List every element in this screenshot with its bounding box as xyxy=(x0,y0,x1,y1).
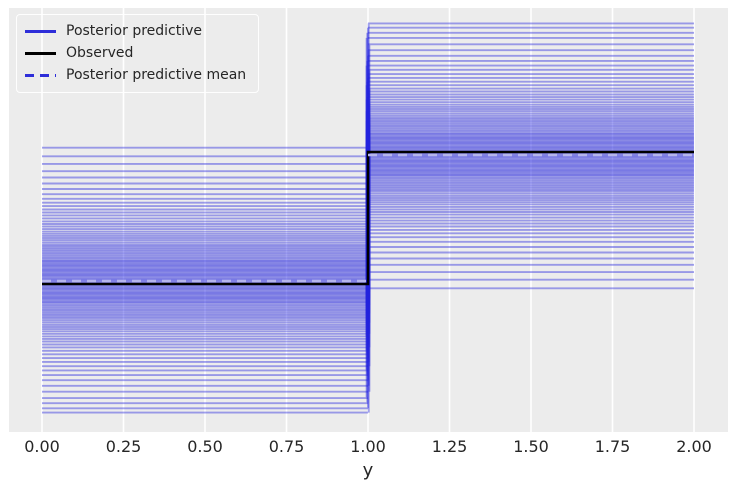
x-tick-label: 1.75 xyxy=(594,437,631,456)
legend-item-observed: Observed xyxy=(25,46,246,61)
x-tick-label: 0.50 xyxy=(187,437,223,456)
posterior-draw-line xyxy=(42,201,694,235)
posterior-draw-line xyxy=(42,136,694,300)
posterior-predictive-line-sample xyxy=(25,30,56,33)
posterior-draw-line xyxy=(42,182,694,254)
posterior-draw-line xyxy=(42,148,694,288)
x-tick-label: 0.25 xyxy=(105,437,142,456)
posterior-draw-line xyxy=(42,182,694,254)
legend-label-posterior-predictive-mean: Posterior predictive mean xyxy=(66,67,247,83)
legend: Posterior predictive Observed Posterior … xyxy=(16,14,260,93)
observed-line xyxy=(42,150,694,286)
posterior-draw-line xyxy=(42,87,694,349)
posterior-draw-line xyxy=(42,112,694,324)
posterior-draw-line xyxy=(42,68,694,368)
legend-label-observed: Observed xyxy=(66,45,134,61)
posterior-draw-line xyxy=(42,183,694,253)
posterior-draw-line xyxy=(42,216,694,220)
posterior-draw-line xyxy=(42,43,694,393)
x-tick-label: 1.50 xyxy=(513,437,549,456)
x-tick-label: 0.75 xyxy=(268,437,305,456)
posterior-draw-line xyxy=(42,156,694,280)
posterior-draw-line xyxy=(42,161,694,275)
gridlines xyxy=(41,8,695,432)
x-tick-label: 0.00 xyxy=(24,437,60,456)
x-tick-label: 2.00 xyxy=(676,437,712,456)
posterior-draw-line xyxy=(42,192,694,244)
posterior-draw-line xyxy=(42,98,694,338)
posterior-draw-line xyxy=(42,64,694,372)
posterior-draw-line xyxy=(42,135,694,301)
posterior-draw-line xyxy=(42,205,694,231)
posterior-draw-line xyxy=(42,213,694,223)
x-tick-label: 1.00 xyxy=(350,437,386,456)
posterior-draw-line xyxy=(42,168,694,268)
x-tick-label: 1.25 xyxy=(431,437,468,456)
legend-item-posterior-predictive: Posterior predictive xyxy=(25,24,246,39)
posterior-draw-line xyxy=(42,167,694,269)
posterior-draw-line xyxy=(42,176,694,260)
posterior-draw-line xyxy=(42,142,694,294)
posterior-predictive-mean-line-sample xyxy=(25,74,56,77)
posterior-draw-line xyxy=(42,190,694,246)
posterior-draw-line xyxy=(42,162,694,274)
posterior-predictive-mean-line xyxy=(42,153,694,283)
posterior-draw-line xyxy=(42,36,694,400)
legend-label-posterior-predictive: Posterior predictive xyxy=(66,23,203,39)
posterior-draw-line xyxy=(42,101,694,335)
legend-item-posterior-predictive-mean: Posterior predictive mean xyxy=(25,68,246,83)
posterior-draw-line xyxy=(42,201,694,235)
posterior-draw-line xyxy=(42,128,694,308)
posterior-draw-line xyxy=(42,203,694,233)
posterior-draw-line xyxy=(42,143,694,293)
posterior-draw-line xyxy=(42,84,694,352)
posterior-draw-line xyxy=(42,110,694,326)
posterior-draw-line xyxy=(42,130,694,306)
observed-line-sample xyxy=(25,52,56,55)
posterior-draw-line xyxy=(42,174,694,262)
posterior-draw-line xyxy=(42,146,694,290)
posterior-draw-line xyxy=(42,175,694,261)
x-axis-label: y xyxy=(362,460,374,481)
